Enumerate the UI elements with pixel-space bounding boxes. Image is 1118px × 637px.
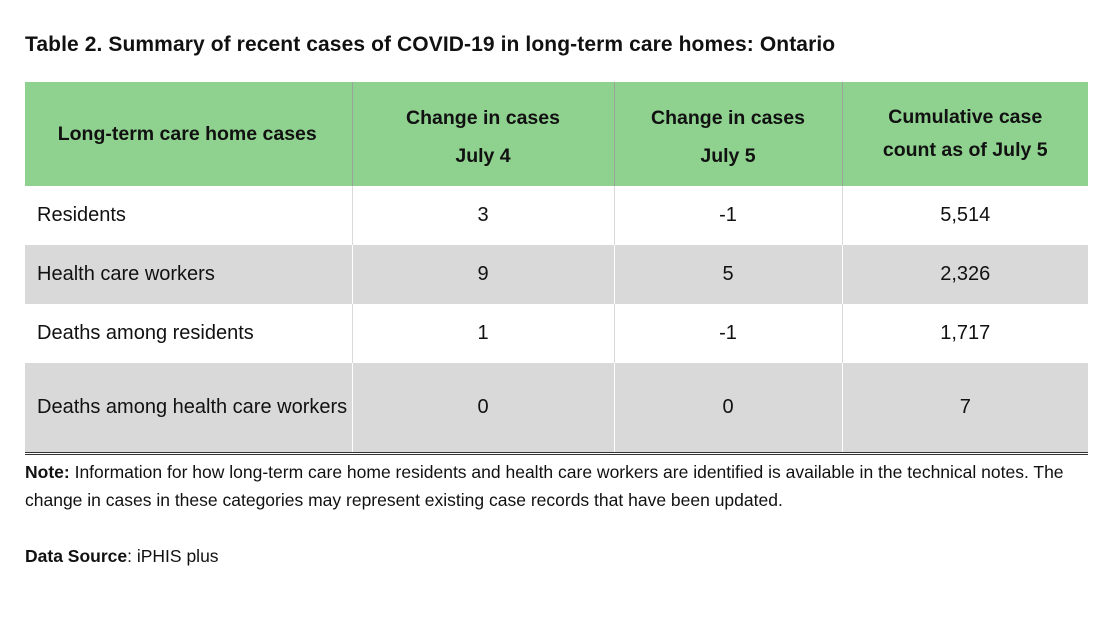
cell-cumulative: 1,717 [940,322,991,344]
table-row: Deaths among health care workers 0 0 7 [25,363,1088,455]
table-row: Deaths among residents 1 -1 1,717 [25,304,1088,363]
table-header-row: Long-term care home cases Change in case… [25,82,1088,186]
cell-change-july4: 3 [352,186,615,245]
header-text: Long-term care home cases [57,122,317,145]
cell-change-july5: -1 [614,304,843,363]
header-text: July 4 [455,144,511,167]
cell-cumulative: 5,514 [940,204,991,226]
header-text: July 5 [700,144,756,167]
row-label: Deaths among residents [25,304,353,363]
cell-cumulative: 7 [842,363,1088,455]
header-text: Change in cases [406,106,560,129]
table-title: Table 2. Summary of recent cases of COVI… [25,33,836,56]
cell-change-july5: 0 [614,363,843,455]
summary-table: Long-term care home cases Change in case… [25,82,1088,455]
header-cell-change-july5: Change in cases July 5 [614,82,843,186]
cell-change-july4: 1 [352,304,615,363]
cell-change-july5: -1 [614,186,843,245]
header-cell-change-july4: Change in cases July 4 [352,82,615,186]
row-label: Residents [25,186,353,245]
source-text: : iPHIS plus [127,546,219,566]
cell-change-july4: 0 [352,363,615,455]
header-cell-category: Long-term care home cases [25,82,353,186]
cell-change-july4: 9 [352,245,615,304]
note-label: Note: [25,462,70,482]
note-text: Information for how long-term care home … [25,462,1064,510]
cell-cumulative: 2,326 [940,263,991,285]
header-cell-cumulative: Cumulative case count as of July 5 [842,82,1088,186]
table-note: Note: Information for how long-term care… [25,459,1110,514]
source-label: Data Source [25,546,128,566]
header-text: count as of July 5 [882,139,1048,161]
table-row: Residents 3 -1 5,514 [25,186,1088,245]
row-label: Deaths among health care workers [25,363,353,455]
header-text: Cumulative case [888,106,1043,128]
data-source: Data Source: iPHIS plus [25,543,219,571]
cell-change-july5: 5 [614,245,843,304]
row-label: Health care workers [25,245,353,304]
table-row: Health care workers 9 5 2,326 [25,245,1088,304]
header-text: Change in cases [651,106,805,129]
